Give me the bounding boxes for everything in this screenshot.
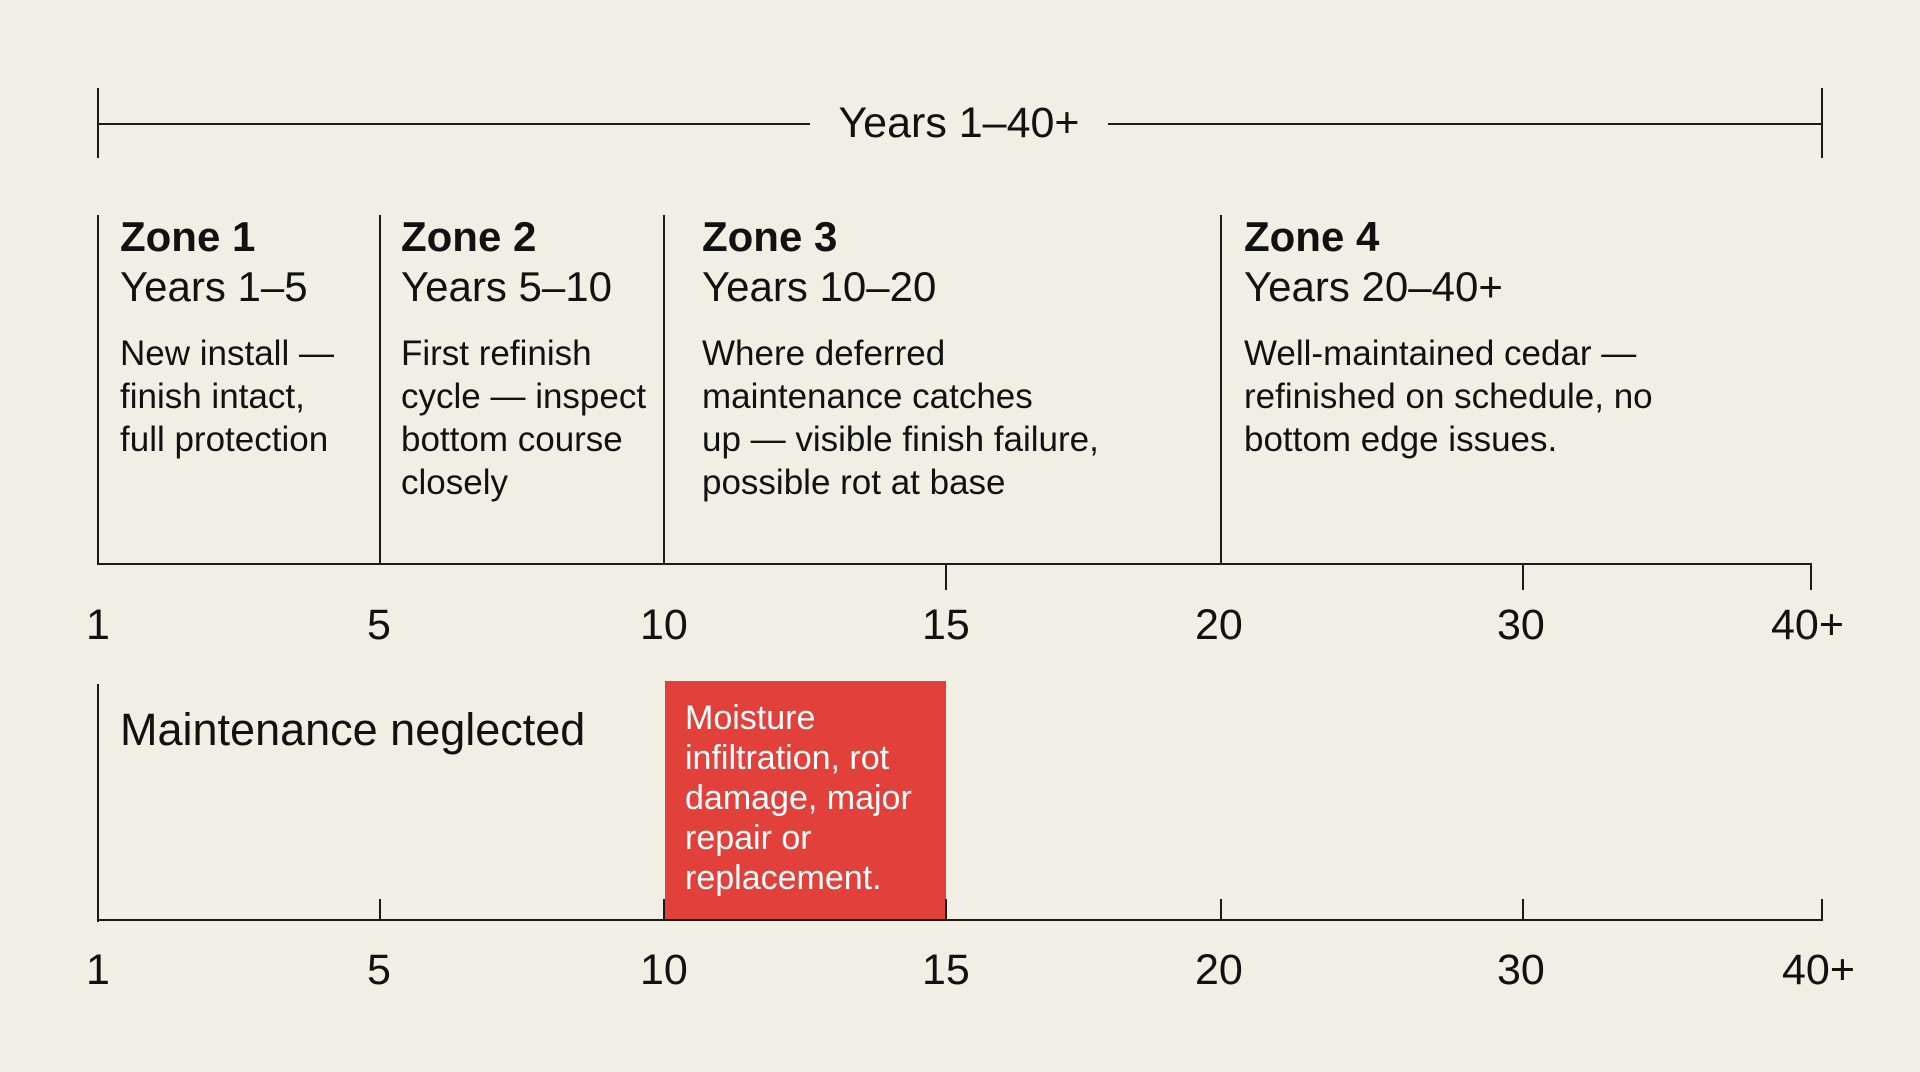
bottom-axis-tick-15	[945, 899, 947, 921]
zone-description: Well-maintained cedar — refinished on sc…	[1244, 334, 1653, 459]
zone-title: Zone 4	[1244, 213, 1380, 260]
zone-description: New install — finish intact, full protec…	[120, 334, 334, 459]
bottom-tick-label-1: 1	[86, 946, 110, 994]
top-axis-tick-40	[1810, 563, 1812, 590]
top-tick-label-10: 10	[640, 601, 688, 649]
zone-1: Zone 1 Years 1–5 New install — finish in…	[120, 212, 334, 461]
top-tick-label-5: 5	[367, 601, 391, 649]
zone-title: Zone 1	[120, 213, 256, 260]
range-bar-right-cap	[1821, 88, 1823, 158]
zone-years: Years 1–5	[120, 263, 308, 310]
top-axis-line	[97, 563, 1812, 565]
bottom-axis-tick-5	[379, 899, 381, 921]
top-axis-tick-15	[945, 563, 947, 590]
top-axis-tick-30	[1522, 563, 1524, 590]
failure-description: Moisture infiltration, rot damage, major…	[685, 699, 912, 897]
bottom-tick-label-5: 5	[367, 946, 391, 994]
zone-divider-5	[379, 215, 381, 565]
bottom-axis-tick-20	[1220, 899, 1222, 921]
range-bar-right-segment	[1108, 123, 1822, 125]
bottom-tick-label-15: 15	[922, 946, 970, 994]
bottom-tick-label-30: 30	[1497, 946, 1545, 994]
top-tick-label-30: 30	[1497, 601, 1545, 649]
zone-3: Zone 3 Years 10–20 Where deferred mainte…	[702, 212, 1099, 504]
top-tick-label-40plus: 40+	[1771, 601, 1844, 649]
zone-2: Zone 2 Years 5–10 First refinish cycle —…	[401, 212, 646, 504]
range-label: Years 1–40+	[838, 99, 1080, 147]
bottom-tick-label-20: 20	[1195, 946, 1243, 994]
bottom-axis-line	[97, 919, 1823, 921]
bottom-axis-tick-40	[1821, 899, 1823, 921]
bottom-axis-tick-10	[663, 899, 665, 921]
neglect-title: Maintenance neglected	[120, 704, 586, 755]
top-tick-label-20: 20	[1195, 601, 1243, 649]
zone-years: Years 5–10	[401, 263, 612, 310]
zone-description: First refinish cycle — inspect bottom co…	[401, 334, 647, 502]
zone-title: Zone 2	[401, 213, 537, 260]
bottom-axis-tick-30	[1522, 899, 1524, 921]
top-tick-label-15: 15	[922, 601, 970, 649]
bottom-tick-label-40plus: 40+	[1782, 946, 1855, 994]
range-bar-left-segment	[98, 123, 810, 125]
zone-years: Years 10–20	[702, 263, 937, 310]
top-tick-label-1: 1	[86, 601, 110, 649]
bottom-tick-label-10: 10	[640, 946, 688, 994]
failure-period-block: Moisture infiltration, rot damage, major…	[665, 681, 946, 921]
zone-years: Years 20–40+	[1244, 263, 1503, 310]
neglect-left-cap	[97, 684, 99, 922]
zone-divider-10	[663, 215, 665, 565]
zone-title: Zone 3	[702, 213, 838, 260]
zone-divider-20	[1220, 215, 1222, 565]
zone-divider-1	[97, 215, 99, 565]
zone-4: Zone 4 Years 20–40+ Well-maintained ceda…	[1244, 212, 1653, 461]
zone-description: Where deferred maintenance catches up — …	[702, 334, 1099, 502]
